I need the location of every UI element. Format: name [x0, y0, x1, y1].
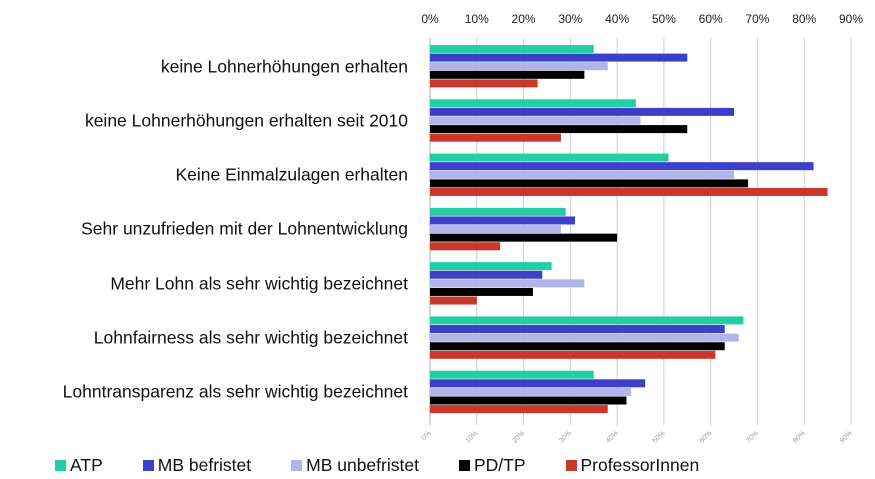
category-label: Lohntransparenz als sehr wichtig bezeich… — [62, 381, 408, 402]
x-tick-label-bottom: 10% — [465, 430, 480, 445]
bar — [430, 125, 688, 134]
bar — [430, 242, 501, 251]
bar — [430, 45, 594, 53]
x-tick-label-bottom: 60% — [699, 430, 714, 445]
bar — [430, 207, 566, 216]
bar — [430, 70, 585, 79]
legend-item: ProfessorInnen — [565, 455, 700, 476]
bar — [430, 296, 477, 305]
legend-item: MB unbefristet — [291, 455, 419, 476]
bar — [430, 350, 716, 359]
category-label: Sehr unzufrieden mit der Lohnentwicklung — [81, 218, 408, 239]
bar — [430, 170, 735, 179]
category-label: keine Lohnerhöhungen erhalten — [160, 56, 408, 76]
legend-item: PD/TP — [458, 455, 526, 476]
x-tick-label: 50% — [652, 12, 676, 26]
bar — [430, 279, 585, 288]
x-tick-label-bottom: 70% — [745, 430, 760, 445]
bar — [430, 62, 608, 71]
legend-label: ATP — [70, 455, 103, 475]
bar — [430, 216, 576, 225]
legend-item: ATP — [55, 455, 103, 476]
category-label: Keine Einmalzulagen erhalten — [175, 164, 408, 185]
x-tick-label-bottom: 30% — [558, 430, 573, 445]
x-tick-label: 30% — [558, 12, 582, 26]
bar — [430, 233, 618, 242]
legend-swatch — [565, 460, 577, 471]
bar — [430, 396, 627, 405]
bar — [430, 287, 533, 296]
x-tick-label-bottom: 50% — [652, 430, 667, 445]
bar — [430, 316, 744, 325]
bar — [430, 153, 669, 162]
bar — [430, 99, 636, 108]
legend-label: ProfessorInnen — [580, 455, 700, 475]
x-tick-label-bottom: 80% — [792, 430, 807, 445]
category-label: keine Lohnerhöhungen erhalten seit 2010 — [84, 110, 408, 131]
bar — [430, 225, 561, 234]
x-tick-label: 80% — [792, 12, 816, 26]
category-label: Mehr Lohn als sehr wichtig bezeichnet — [110, 273, 408, 294]
bar — [430, 133, 561, 142]
bar — [430, 179, 749, 188]
x-tick-label: 60% — [699, 12, 723, 26]
x-tick-label: 40% — [605, 12, 629, 26]
legend-swatch — [55, 460, 66, 471]
bar — [430, 342, 725, 351]
bar — [430, 262, 552, 271]
x-tick-label: 0% — [421, 12, 439, 26]
bar — [430, 405, 608, 414]
legend-label: MB befristet — [157, 455, 252, 475]
x-tick-label: 20% — [512, 12, 536, 26]
bar — [430, 379, 646, 388]
x-tick-label-bottom: 90% — [839, 430, 854, 445]
bar — [430, 162, 814, 171]
bar — [430, 333, 739, 342]
bar — [430, 325, 725, 334]
legend-label: MB unbefristet — [306, 455, 419, 475]
legend: ATP MB befristet MB unbefristet PD/TP Profes… — [55, 455, 699, 476]
bar — [430, 370, 594, 379]
legend-swatch — [458, 460, 470, 471]
x-tick-label: 10% — [465, 12, 489, 26]
x-tick-label-bottom: 0% — [421, 430, 433, 442]
category-label: Lohnfairness als sehr wichtig bezeichnet — [93, 327, 408, 348]
x-tick-label-bottom: 40% — [605, 430, 620, 445]
x-tick-label-bottom: 20% — [511, 430, 526, 445]
bar — [430, 387, 632, 396]
legend-label: PD/TP — [473, 455, 526, 475]
bar — [430, 53, 688, 62]
bar — [430, 107, 735, 116]
bar — [430, 187, 828, 196]
legend-swatch — [291, 460, 303, 471]
x-tick-label: 90% — [839, 12, 863, 26]
bar — [430, 270, 543, 279]
x-tick-label: 70% — [745, 12, 769, 26]
bar — [430, 116, 641, 125]
legend-item: MB befristet — [142, 455, 252, 476]
bar — [430, 79, 538, 88]
legend-swatch — [142, 460, 154, 471]
